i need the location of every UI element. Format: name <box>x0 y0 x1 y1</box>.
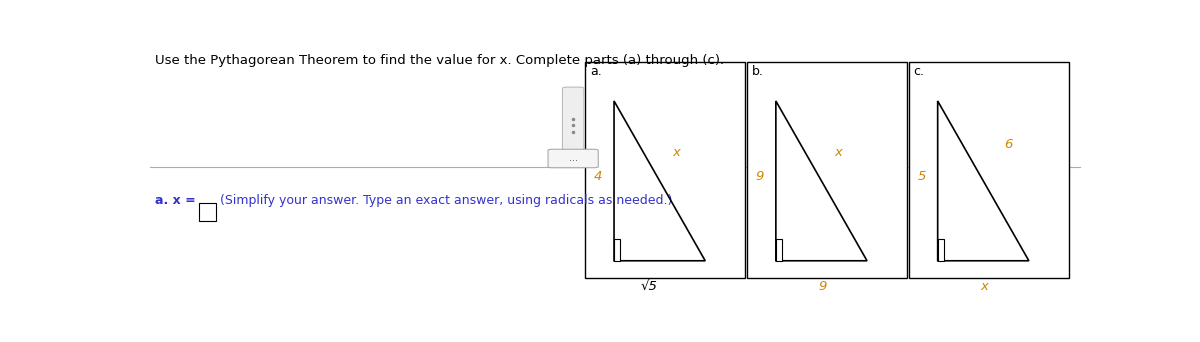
FancyBboxPatch shape <box>548 149 599 168</box>
Bar <box>937 239 943 261</box>
Text: ...: ... <box>569 153 577 163</box>
Bar <box>748 62 907 278</box>
Text: x: x <box>980 280 988 293</box>
Text: a. x =: a. x = <box>155 194 196 207</box>
Text: 4: 4 <box>594 170 602 183</box>
Text: Use the Pythagorean Theorem to find the value for x. Complete parts (a) through : Use the Pythagorean Theorem to find the … <box>155 54 724 67</box>
Text: √5: √5 <box>641 280 658 293</box>
Bar <box>199 203 216 221</box>
Bar <box>908 62 1069 278</box>
Text: 9: 9 <box>756 170 764 183</box>
Bar <box>586 62 745 278</box>
Bar <box>776 239 782 261</box>
Text: 9: 9 <box>818 280 827 293</box>
Text: x: x <box>834 146 842 159</box>
Text: 5: 5 <box>918 170 926 183</box>
Text: 6: 6 <box>1004 138 1013 151</box>
Text: c.: c. <box>913 65 924 78</box>
Text: x: x <box>672 146 680 159</box>
FancyBboxPatch shape <box>563 87 584 163</box>
Text: (Simplify your answer. Type an exact answer, using radicals as needed.): (Simplify your answer. Type an exact ans… <box>220 194 672 207</box>
Bar <box>614 239 620 261</box>
Text: b.: b. <box>751 65 763 78</box>
Text: a.: a. <box>590 65 601 78</box>
